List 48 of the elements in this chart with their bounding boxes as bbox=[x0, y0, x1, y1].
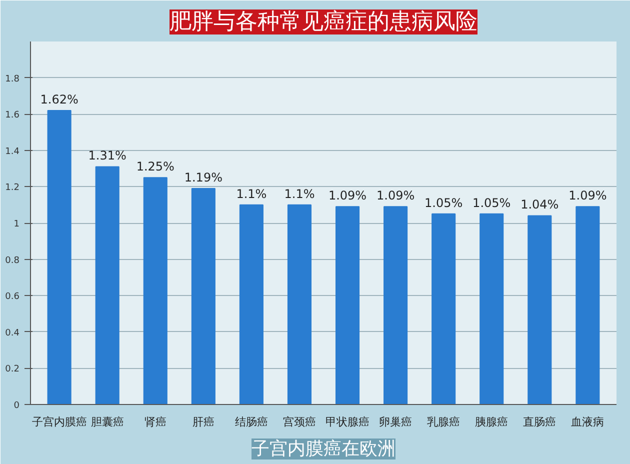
chart-title: 肥胖与各种常见癌症的患病风险 bbox=[170, 10, 478, 34]
y-tick-label: 0 bbox=[14, 401, 20, 411]
data-label: 1.62% bbox=[40, 92, 78, 106]
x-tick-label: 宫颈癌 bbox=[282, 416, 316, 428]
x-tick-label: 结肠癌 bbox=[234, 416, 268, 428]
x-tick-label: 乳腺癌 bbox=[427, 416, 460, 428]
data-label: 1.05% bbox=[424, 196, 463, 210]
x-tick-label: 肝癌 bbox=[192, 416, 214, 428]
y-tick-label: 1.6 bbox=[5, 110, 20, 121]
x-tick-label: 甲状腺癌 bbox=[326, 416, 370, 428]
x-tick-label: 血液病 bbox=[571, 416, 604, 428]
x-tick-label: 胰腺癌 bbox=[475, 416, 508, 428]
bar bbox=[335, 206, 360, 404]
data-label: 1.09% bbox=[328, 188, 367, 203]
data-label: 1.25% bbox=[136, 160, 174, 174]
x-tick-label: 子宫内膜癌 bbox=[32, 416, 87, 428]
bar bbox=[95, 166, 120, 404]
x-tick-label: 卵巢癌 bbox=[379, 416, 412, 428]
y-tick-label: 0.8 bbox=[5, 256, 20, 266]
y-tick-label: 1 bbox=[14, 220, 20, 230]
y-tick-label: 0.6 bbox=[5, 292, 20, 302]
data-label: 1.05% bbox=[472, 196, 511, 210]
bar bbox=[576, 206, 600, 404]
bar bbox=[239, 204, 264, 404]
bar bbox=[480, 213, 504, 404]
data-label: 1.09% bbox=[376, 188, 415, 203]
text: 子宫内膜癌在欧洲 bbox=[252, 438, 396, 460]
data-label: 1.04% bbox=[520, 198, 559, 212]
bar bbox=[384, 206, 408, 404]
bar bbox=[143, 177, 168, 404]
data-label: 1.1% bbox=[284, 186, 315, 201]
x-tick-label: 肾癌 bbox=[144, 416, 166, 428]
bar bbox=[47, 110, 72, 404]
y-tick-label: 0.4 bbox=[5, 328, 20, 338]
y-tick-label: 1.2 bbox=[5, 183, 20, 194]
x-tick-label: 胆囊癌 bbox=[90, 416, 124, 428]
y-tick-label: 0.2 bbox=[5, 364, 20, 375]
y-tick-label: 1.8 bbox=[5, 74, 20, 84]
y-tick-label: 1.4 bbox=[5, 146, 20, 157]
data-label: 1.19% bbox=[184, 170, 222, 185]
bar bbox=[287, 204, 312, 404]
x-tick-label: 直肠癌 bbox=[523, 416, 556, 428]
bar bbox=[191, 188, 216, 404]
bar bbox=[528, 215, 552, 404]
data-label: 1.1% bbox=[236, 186, 267, 201]
data-label: 1.31% bbox=[88, 148, 126, 163]
bar bbox=[432, 213, 456, 404]
data-label: 1.09% bbox=[568, 188, 607, 203]
